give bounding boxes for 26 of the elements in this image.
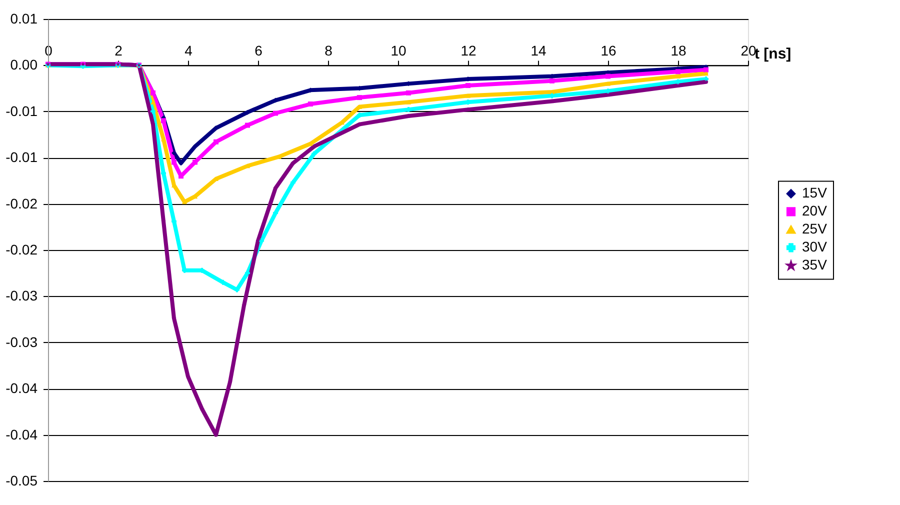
y-tick-label: 0.01	[10, 10, 38, 26]
y-tick-label: -0.01	[6, 102, 38, 119]
legend-label: 30V	[802, 238, 828, 255]
x-tick-label: 20	[740, 42, 756, 59]
x-tick-label: 12	[460, 42, 476, 59]
x-tick-label: 8	[324, 42, 333, 59]
y-tick-label: -0.02	[6, 195, 38, 212]
x-tick-label: 14	[530, 42, 546, 59]
x-tick-label: 16	[600, 42, 616, 59]
x-tick-label: 18	[670, 42, 686, 59]
legend-label: 25V	[802, 220, 828, 237]
y-tick-label: -0.03	[6, 334, 38, 350]
legend-label: 20V	[802, 202, 828, 219]
y-tick-label: -0.02	[6, 242, 38, 258]
y-tick-label: 0.00	[10, 56, 38, 73]
y-tick-label: -0.01	[6, 149, 38, 166]
legend-label: 15V	[802, 184, 828, 201]
y-tick-label: -0.04	[6, 380, 38, 396]
legend-label: 35V	[802, 256, 828, 273]
y-tick-label: -0.03	[6, 288, 38, 304]
x-tick-label: 10	[390, 42, 406, 59]
y-tick-label: -0.05	[6, 472, 38, 488]
x-tick-label: 6	[254, 42, 263, 59]
x-tick-label: 4	[184, 42, 193, 59]
y-tick-label: -0.04	[6, 426, 38, 442]
x-tick-label: 2	[114, 42, 123, 59]
